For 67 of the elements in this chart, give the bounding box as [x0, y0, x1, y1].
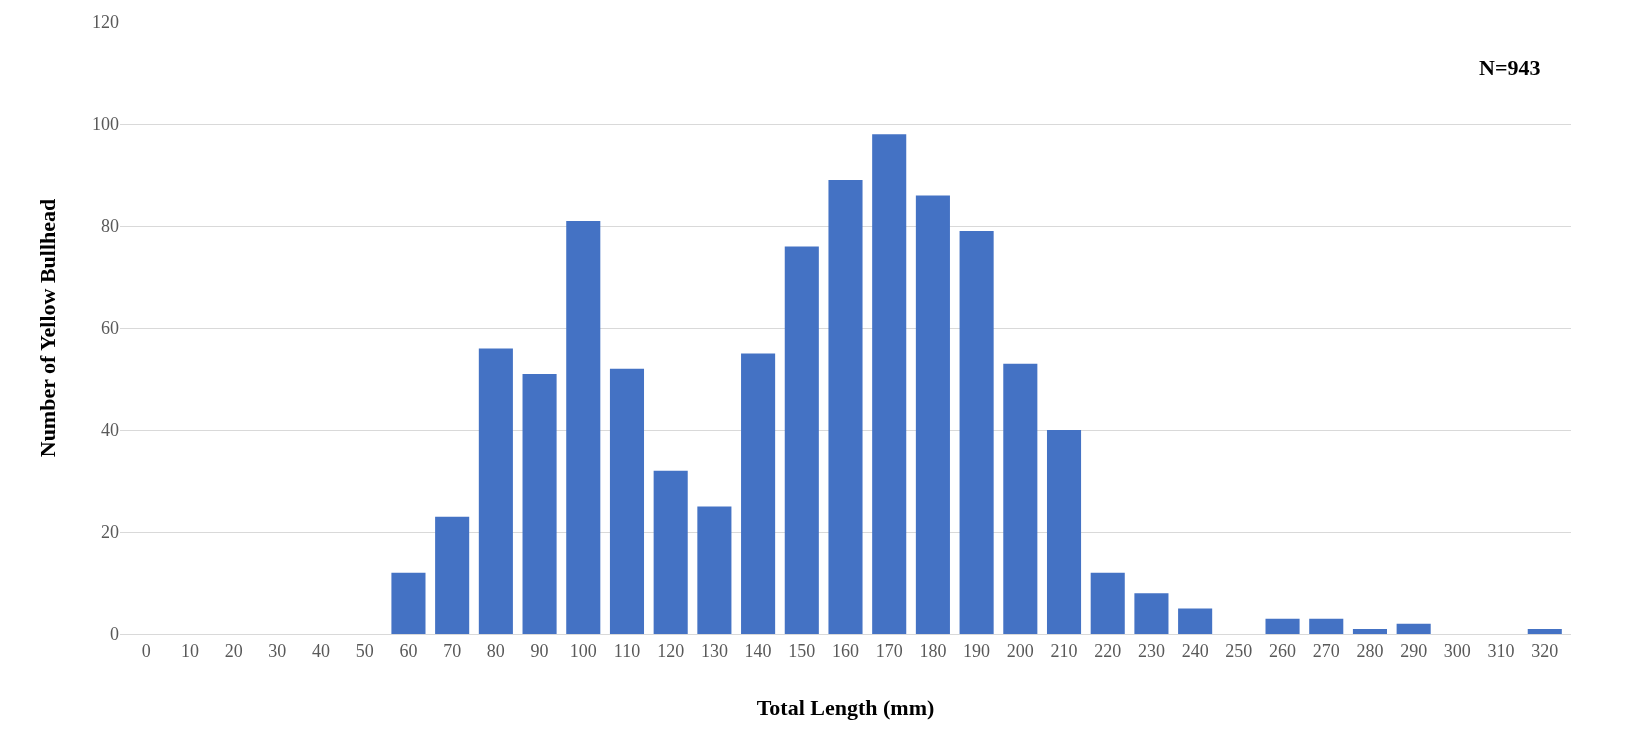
y-tick-label: 20 [101, 522, 119, 543]
bar [1003, 363, 1038, 634]
x-tick-label: 230 [1137, 640, 1165, 661]
bar [1309, 618, 1344, 634]
bar [741, 353, 776, 634]
bar [522, 373, 557, 634]
y-tick-label: 120 [92, 12, 119, 33]
x-tick-label: 70 [443, 640, 462, 661]
y-tick-label: 100 [92, 114, 119, 135]
x-tick-label: 90 [530, 640, 549, 661]
bar [1527, 628, 1562, 634]
bar [653, 470, 688, 634]
x-tick-label: 140 [744, 640, 772, 661]
bar [435, 516, 470, 634]
x-tick-label: 190 [963, 640, 991, 661]
x-tick-label: 300 [1443, 640, 1471, 661]
x-tick-label: 30 [268, 640, 287, 661]
bar [872, 134, 907, 634]
y-axis-title: Number of Yellow Bullhead [34, 198, 60, 458]
bar [391, 572, 426, 634]
x-tick-label: 130 [700, 640, 728, 661]
x-tick-label: 180 [919, 640, 947, 661]
x-tick-label: 280 [1356, 640, 1384, 661]
x-tick-label: 170 [875, 640, 903, 661]
bar [1265, 618, 1300, 634]
bar [566, 220, 601, 634]
x-tick-label: 0 [141, 640, 151, 661]
bar [609, 368, 645, 634]
bar [915, 195, 950, 634]
x-tick-label: 250 [1225, 640, 1253, 661]
x-tick-label: 150 [788, 640, 816, 661]
x-tick-label: 20 [224, 640, 243, 661]
x-tick-label: 60 [399, 640, 418, 661]
x-tick-label: 160 [832, 640, 859, 661]
x-tick-label: 120 [657, 640, 685, 661]
y-tick-label: 60 [101, 318, 119, 339]
bar [959, 231, 994, 634]
bar [1090, 572, 1125, 634]
bar [697, 506, 732, 634]
x-tick-label: 40 [312, 640, 331, 661]
x-tick-label: 210 [1050, 640, 1078, 661]
y-tick-label: 40 [101, 420, 119, 441]
x-tick-label: 10 [180, 640, 199, 661]
x-tick-label: 270 [1312, 640, 1340, 661]
bar [784, 246, 819, 634]
bar [1396, 623, 1431, 634]
x-tick-label: 50 [355, 640, 374, 661]
y-tick-label: 80 [101, 216, 119, 237]
bar [478, 348, 513, 634]
y-tick-label: 0 [110, 624, 119, 645]
x-tick-label: 200 [1006, 640, 1034, 661]
bar [1352, 628, 1387, 634]
x-tick-label: 220 [1094, 640, 1122, 661]
x-tick-label: 260 [1269, 640, 1297, 661]
bar [1046, 430, 1082, 634]
annotation: N=943 [1479, 55, 1541, 80]
x-tick-label: 290 [1400, 640, 1428, 661]
bar [828, 180, 863, 634]
x-tick-label: 320 [1531, 640, 1559, 661]
x-axis-title: Total Length (mm) [756, 695, 935, 721]
x-tick-label: 310 [1487, 640, 1515, 661]
x-tick-label: 80 [486, 640, 505, 661]
bar [1134, 593, 1169, 634]
x-tick-label: 100 [569, 640, 597, 661]
x-tick-label: 110 [613, 640, 641, 661]
x-tick-label: 240 [1181, 640, 1209, 661]
bar [1178, 608, 1213, 634]
